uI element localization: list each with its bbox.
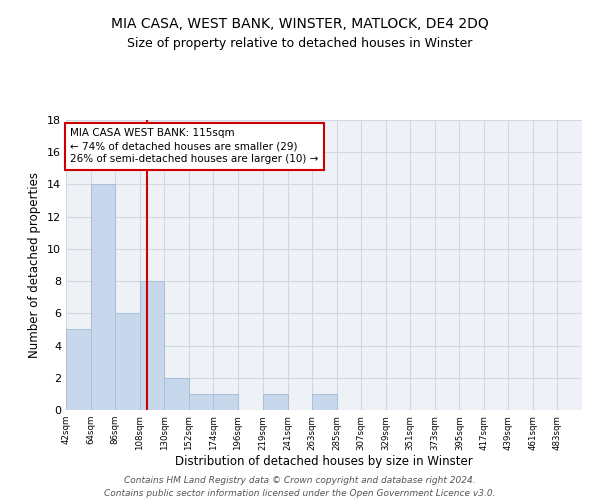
Bar <box>263 394 288 410</box>
Bar <box>66 330 91 410</box>
Text: Contains HM Land Registry data © Crown copyright and database right 2024.
Contai: Contains HM Land Registry data © Crown c… <box>104 476 496 498</box>
Bar <box>213 394 238 410</box>
Bar <box>312 394 337 410</box>
X-axis label: Distribution of detached houses by size in Winster: Distribution of detached houses by size … <box>175 456 473 468</box>
Y-axis label: Number of detached properties: Number of detached properties <box>28 172 41 358</box>
Text: MIA CASA, WEST BANK, WINSTER, MATLOCK, DE4 2DQ: MIA CASA, WEST BANK, WINSTER, MATLOCK, D… <box>111 18 489 32</box>
Text: Size of property relative to detached houses in Winster: Size of property relative to detached ho… <box>127 38 473 51</box>
Bar <box>115 314 140 410</box>
Bar <box>140 281 164 410</box>
Text: MIA CASA WEST BANK: 115sqm
← 74% of detached houses are smaller (29)
26% of semi: MIA CASA WEST BANK: 115sqm ← 74% of deta… <box>70 128 319 164</box>
Bar <box>91 184 115 410</box>
Bar <box>188 394 213 410</box>
Bar <box>164 378 188 410</box>
